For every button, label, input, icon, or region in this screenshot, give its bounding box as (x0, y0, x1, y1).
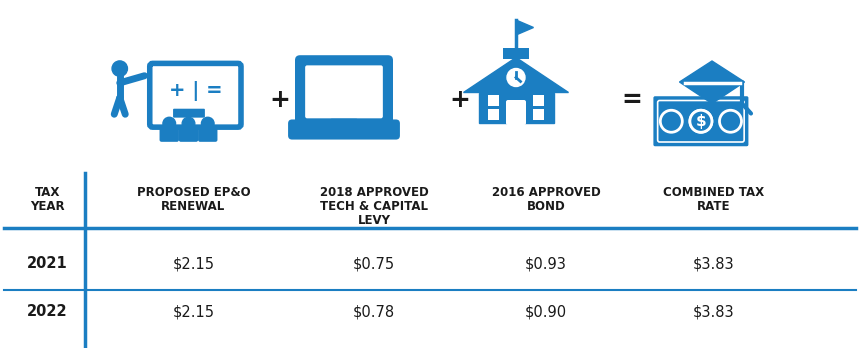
Text: TAX: TAX (34, 186, 60, 199)
Text: $0.90: $0.90 (525, 304, 567, 319)
FancyBboxPatch shape (698, 76, 726, 90)
FancyBboxPatch shape (305, 65, 383, 118)
Text: $3.83: $3.83 (693, 304, 734, 319)
Text: 2016 APPROVED: 2016 APPROVED (492, 186, 600, 199)
Text: 2018 APPROVED: 2018 APPROVED (320, 186, 428, 199)
FancyBboxPatch shape (503, 47, 529, 58)
FancyBboxPatch shape (506, 100, 526, 125)
Circle shape (112, 61, 127, 76)
FancyBboxPatch shape (160, 128, 179, 142)
Text: LEVY: LEVY (358, 214, 390, 227)
Text: $: $ (696, 114, 706, 129)
FancyBboxPatch shape (198, 128, 218, 142)
Text: $0.78: $0.78 (353, 304, 395, 319)
Circle shape (201, 117, 214, 130)
Text: $0.93: $0.93 (525, 256, 567, 271)
Text: $2.15: $2.15 (173, 304, 214, 319)
Text: PROPOSED EP&O: PROPOSED EP&O (137, 186, 250, 199)
Circle shape (507, 69, 525, 87)
Text: RENEWAL: RENEWAL (162, 200, 225, 213)
FancyBboxPatch shape (295, 55, 393, 128)
Text: YEAR: YEAR (30, 200, 64, 213)
Text: $0.75: $0.75 (353, 256, 395, 271)
FancyBboxPatch shape (533, 109, 544, 119)
FancyBboxPatch shape (330, 119, 358, 129)
Text: TECH & CAPITAL: TECH & CAPITAL (320, 200, 428, 213)
Text: $3.83: $3.83 (693, 256, 734, 271)
Text: =: = (622, 88, 642, 112)
Circle shape (690, 110, 712, 132)
FancyBboxPatch shape (533, 95, 544, 105)
Polygon shape (516, 20, 533, 35)
FancyBboxPatch shape (179, 128, 198, 142)
Text: RATE: RATE (697, 200, 730, 213)
FancyBboxPatch shape (173, 109, 205, 118)
Text: COMBINED TAX: COMBINED TAX (663, 186, 765, 199)
Text: $2.15: $2.15 (173, 256, 214, 271)
FancyBboxPatch shape (652, 95, 750, 148)
FancyBboxPatch shape (488, 95, 499, 105)
FancyBboxPatch shape (488, 109, 499, 119)
Text: +: + (269, 88, 290, 112)
Text: 2022: 2022 (27, 304, 68, 319)
FancyBboxPatch shape (150, 63, 241, 127)
Circle shape (182, 117, 195, 130)
Polygon shape (478, 93, 554, 122)
Polygon shape (679, 61, 745, 103)
Text: 2021: 2021 (27, 256, 68, 271)
Circle shape (163, 117, 175, 130)
Polygon shape (464, 57, 568, 93)
Text: BOND: BOND (526, 200, 566, 213)
Text: + | =: + | = (169, 81, 222, 101)
FancyBboxPatch shape (288, 119, 400, 140)
Text: +: + (450, 88, 470, 112)
